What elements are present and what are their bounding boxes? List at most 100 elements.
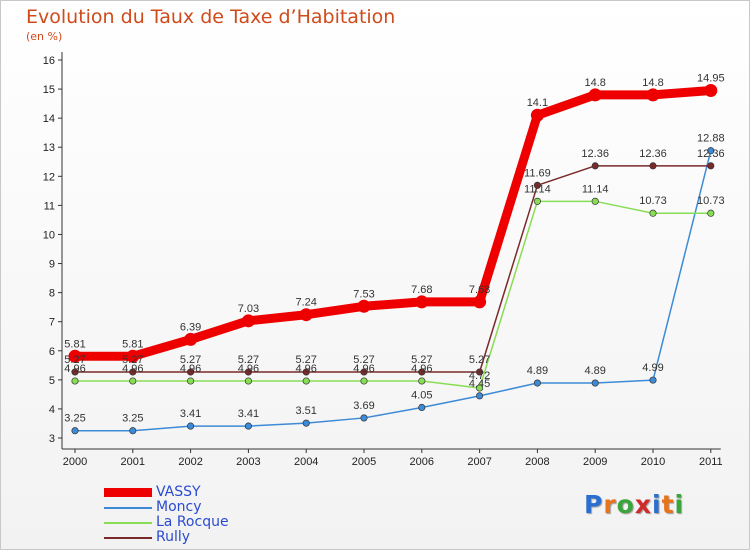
- data-point: [244, 368, 252, 376]
- data-point: [71, 368, 79, 376]
- data-label: 4.96: [64, 363, 85, 375]
- legend-item: Rully: [104, 530, 229, 545]
- y-tick-label: 11: [44, 200, 55, 212]
- data-label: 4.96: [180, 363, 201, 375]
- data-point: [184, 332, 198, 346]
- data-label: 5.27: [469, 354, 490, 366]
- data-label: 7.68: [411, 284, 432, 296]
- data-point: [126, 349, 140, 363]
- data-label: 4.89: [584, 365, 605, 377]
- data-label: 11.14: [524, 183, 551, 195]
- y-tick-label: 12: [43, 171, 55, 183]
- legend-item: Moncy: [104, 500, 229, 515]
- y-tick-label: 13: [43, 142, 55, 154]
- y-tick-label: 14: [43, 113, 55, 125]
- y-unit-label: (en %): [26, 30, 63, 43]
- legend-label: Rully: [156, 529, 191, 545]
- data-point: [129, 427, 137, 435]
- data-label: 12.88: [697, 133, 725, 145]
- x-tick-label: 2006: [410, 456, 434, 468]
- y-tick-label: 5: [49, 375, 55, 387]
- data-point: [591, 379, 599, 387]
- data-point: [707, 209, 715, 217]
- logo-letter: t: [661, 490, 675, 519]
- data-point: [530, 108, 544, 122]
- data-label: 12.36: [581, 148, 609, 160]
- data-point: [646, 88, 660, 102]
- logo-letter: x: [634, 490, 652, 519]
- x-tick-label: 2004: [294, 456, 318, 468]
- data-label: 12.36: [639, 148, 667, 160]
- legend-item: VASSY: [104, 485, 229, 500]
- data-point: [707, 162, 715, 170]
- data-label: 14.8: [584, 77, 605, 89]
- data-label: 5.27: [353, 354, 374, 366]
- data-point: [241, 314, 255, 328]
- series-line: [75, 200, 711, 389]
- data-point: [649, 162, 657, 170]
- data-point: [302, 377, 310, 385]
- proxiti-logo: Proxiti: [584, 490, 684, 519]
- data-label: 5.27: [180, 354, 201, 366]
- data-point: [244, 422, 252, 430]
- x-tick-label: 2003: [236, 456, 260, 468]
- legend-swatch: [104, 488, 152, 497]
- y-tick-label: 15: [43, 84, 55, 96]
- data-point: [476, 384, 484, 392]
- data-label: 3.41: [238, 408, 259, 420]
- data-point: [591, 162, 599, 170]
- data-label: 10.73: [697, 195, 725, 207]
- series-vassy: [68, 84, 718, 363]
- data-point: [71, 427, 79, 435]
- y-tick-label: 3: [49, 433, 55, 445]
- legend-swatch: [104, 536, 152, 539]
- data-point: [418, 377, 426, 385]
- data-label: 14.8: [642, 77, 663, 89]
- data-label: 3.41: [180, 408, 201, 420]
- legend-label: La Rocque: [156, 514, 229, 530]
- x-tick-label: 2009: [583, 456, 607, 468]
- x-tick-label: 2007: [467, 456, 491, 468]
- data-label: 3.25: [122, 413, 143, 425]
- legend-swatch: [104, 521, 152, 524]
- data-point: [649, 209, 657, 217]
- y-tick-label: 8: [49, 288, 55, 300]
- x-tick-label: 2002: [178, 456, 202, 468]
- data-point: [418, 403, 426, 412]
- data-label: 4.45: [469, 378, 490, 390]
- data-label: 4.96: [295, 363, 316, 375]
- data-label: 5.27: [411, 354, 432, 366]
- y-tick-label: 6: [49, 346, 55, 358]
- data-label: 3.25: [64, 413, 85, 425]
- data-point: [357, 299, 371, 313]
- data-label: 4.96: [353, 363, 374, 375]
- x-tick-label: 2001: [121, 456, 145, 468]
- data-label: 6.39: [180, 321, 201, 333]
- y-tick-label: 9: [49, 259, 55, 271]
- data-point: [649, 376, 657, 384]
- data-point: [187, 368, 195, 376]
- data-label: 4.96: [238, 363, 259, 375]
- data-point: [360, 377, 368, 385]
- data-point: [187, 377, 195, 385]
- x-tick-label: 2000: [63, 456, 87, 468]
- data-point: [360, 414, 368, 422]
- logo-letter: i: [652, 490, 662, 519]
- data-point: [302, 368, 310, 376]
- data-label: 7.68: [469, 284, 490, 296]
- y-tick-label: 10: [43, 229, 55, 241]
- data-point: [533, 379, 541, 387]
- series-rully: [71, 162, 715, 376]
- y-tick-label: 4: [49, 404, 55, 416]
- series-line: [75, 150, 712, 432]
- data-label: 5.27: [295, 354, 316, 366]
- data-label: 14.1: [527, 97, 548, 109]
- data-label: 11.14: [582, 183, 609, 195]
- data-point: [71, 377, 79, 385]
- data-point: [476, 368, 484, 376]
- data-label: 14.95: [697, 73, 725, 85]
- x-tick-label: 2008: [525, 456, 549, 468]
- data-label: 7.24: [295, 297, 316, 309]
- data-label: 11.69: [524, 167, 551, 179]
- legend-item: La Rocque: [104, 515, 229, 530]
